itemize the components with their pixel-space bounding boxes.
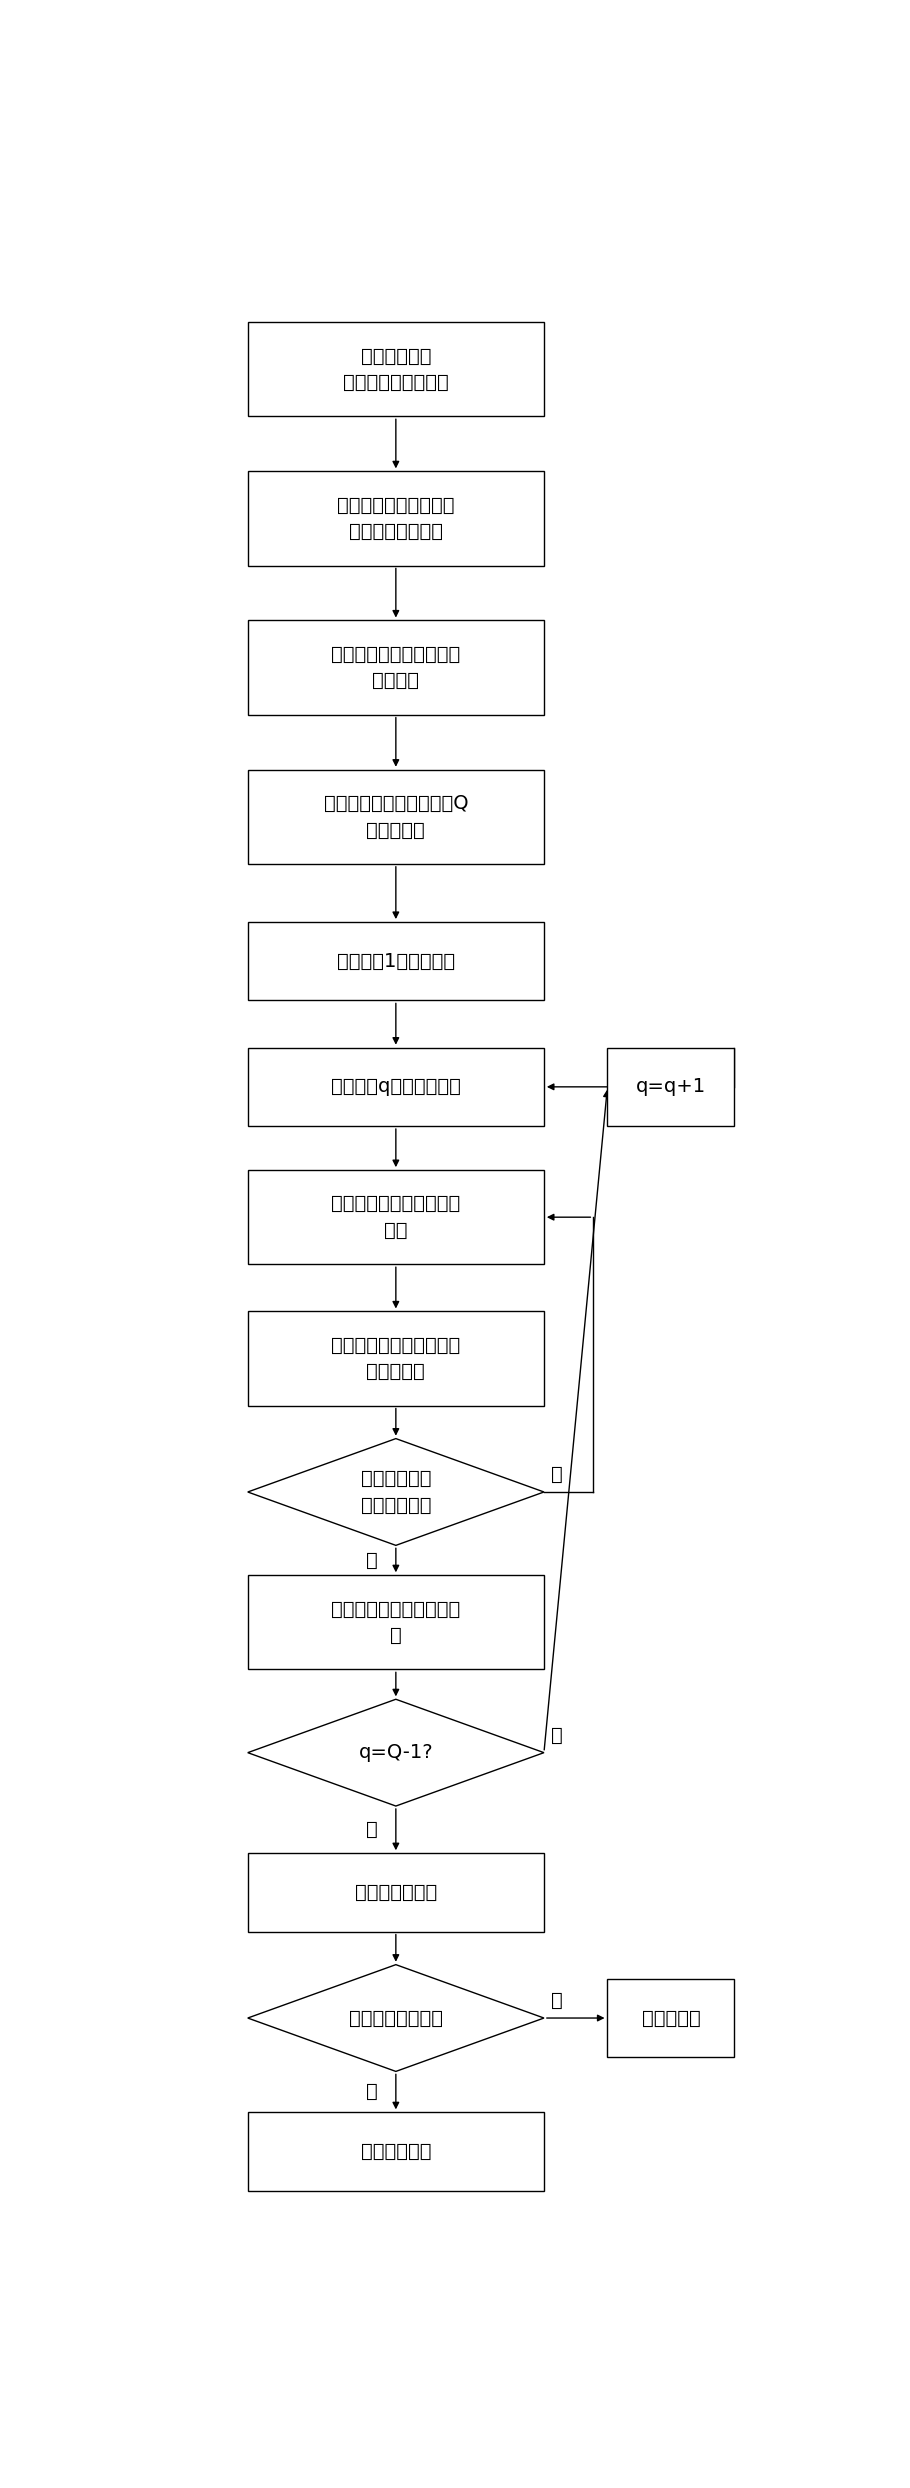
Text: 是: 是 — [367, 1821, 379, 1839]
Text: 确定被照射栅格索引、
波束扫描照射模式: 确定被照射栅格索引、 波束扫描照射模式 — [337, 495, 455, 542]
Text: 待配准通道信号与基准通
道信号叠加: 待配准通道信号与基准通 道信号叠加 — [331, 1336, 460, 1381]
FancyBboxPatch shape — [248, 1854, 544, 1931]
Text: 否: 否 — [551, 1465, 562, 1485]
Text: 叠加是否得到
最大能量信号: 叠加是否得到 最大能量信号 — [360, 1470, 431, 1515]
Text: q=Q-1?: q=Q-1? — [359, 1744, 433, 1762]
Text: q=q+1: q=q+1 — [636, 1077, 706, 1097]
FancyBboxPatch shape — [248, 1311, 544, 1406]
Text: 对待配准通道信号等步长
移相: 对待配准通道信号等步长 移相 — [331, 1194, 460, 1239]
FancyBboxPatch shape — [248, 769, 544, 863]
Text: 无检测点迹: 无检测点迹 — [642, 2008, 701, 2028]
Polygon shape — [248, 1966, 544, 2073]
Text: 空间栅格划分
建立栅格位置信息集: 空间栅格划分 建立栅格位置信息集 — [343, 346, 449, 393]
FancyBboxPatch shape — [248, 470, 544, 565]
Polygon shape — [248, 1699, 544, 1806]
Text: 是: 是 — [367, 2082, 379, 2102]
Polygon shape — [248, 1438, 544, 1545]
Text: 计算被栅格包含的通道数Q
和距离单元: 计算被栅格包含的通道数Q 和距离单元 — [324, 794, 468, 838]
FancyBboxPatch shape — [248, 620, 544, 714]
Text: 选择通道1为基准通道: 选择通道1为基准通道 — [337, 953, 455, 970]
Text: 记录移相后待配准通道信
号: 记录移相后待配准通道信 号 — [331, 1600, 460, 1645]
Text: 否: 否 — [551, 1990, 562, 2010]
Text: 否: 否 — [551, 1727, 562, 1744]
FancyBboxPatch shape — [248, 923, 544, 1000]
Text: 选择通道q为待配准通道: 选择通道q为待配准通道 — [331, 1077, 460, 1097]
Text: 是否大于检测门限: 是否大于检测门限 — [349, 2008, 443, 2028]
FancyBboxPatch shape — [248, 1047, 544, 1127]
FancyBboxPatch shape — [248, 1575, 544, 1669]
Text: 检测点迹输出: 检测点迹输出 — [360, 2142, 431, 2162]
FancyBboxPatch shape — [248, 321, 544, 415]
FancyBboxPatch shape — [248, 2112, 544, 2192]
FancyBboxPatch shape — [608, 1047, 734, 1127]
Text: 多通道联合检测: 多通道联合检测 — [355, 1883, 437, 1901]
Text: 计算栅格包含的距离单元
检索信息: 计算栅格包含的距离单元 检索信息 — [331, 644, 460, 689]
FancyBboxPatch shape — [608, 1978, 734, 2058]
FancyBboxPatch shape — [248, 1169, 544, 1264]
Text: 是: 是 — [367, 1550, 379, 1570]
